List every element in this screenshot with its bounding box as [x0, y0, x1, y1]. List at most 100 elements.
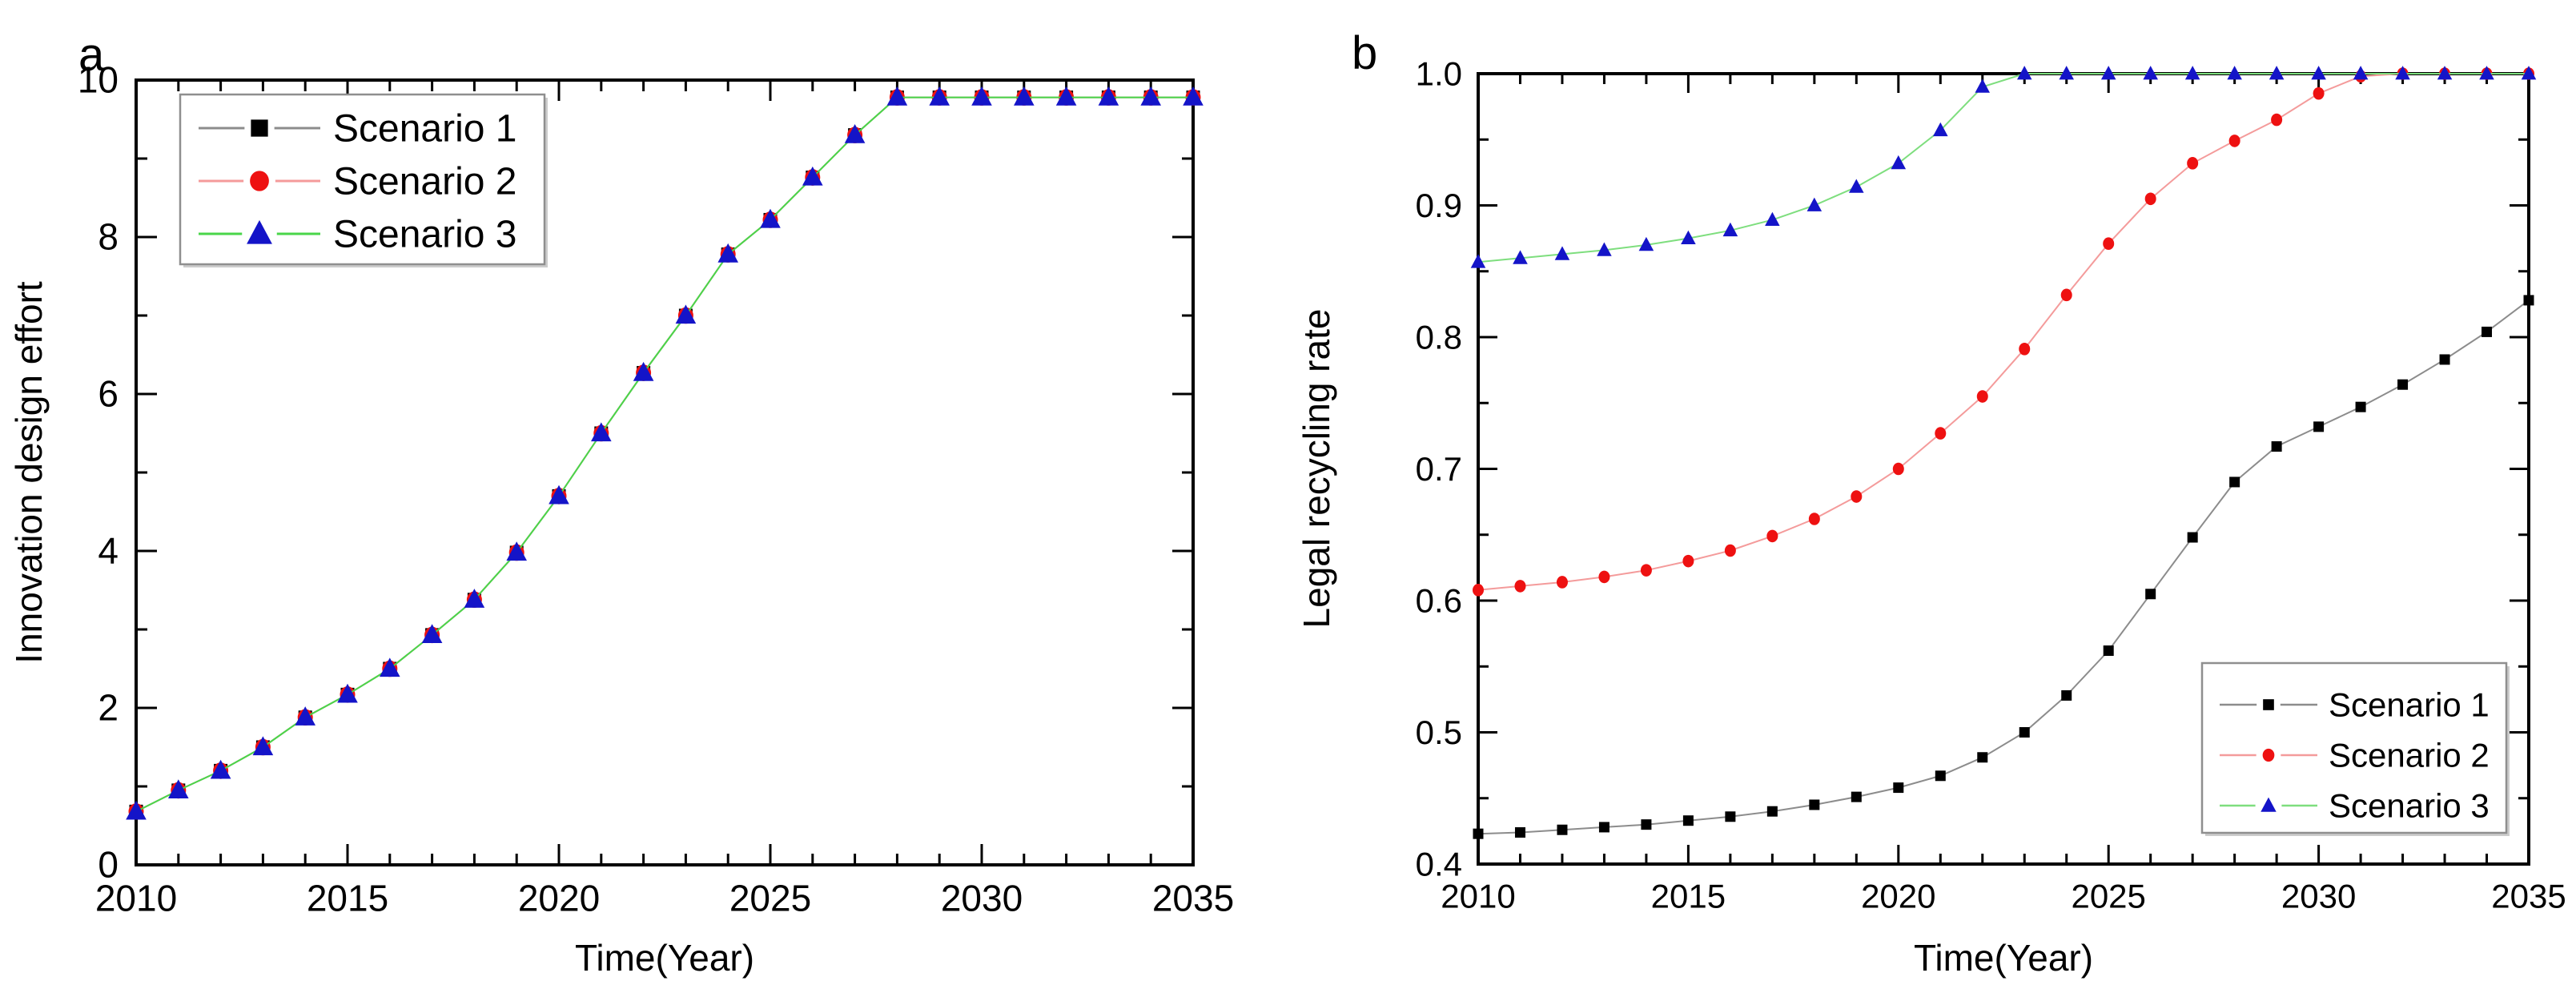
data-point-marker	[802, 166, 823, 186]
data-point-marker	[1681, 230, 1696, 244]
y-tick-label: 8	[98, 216, 119, 258]
data-point-marker	[1638, 236, 1654, 251]
data-point-marker	[675, 304, 697, 324]
data-point-marker	[1514, 580, 1526, 593]
series-scenario-2	[1473, 67, 2534, 597]
data-point-marker	[1183, 86, 1204, 106]
data-point-marker	[971, 86, 992, 106]
data-point-marker	[2269, 66, 2285, 80]
data-point-marker	[168, 779, 189, 798]
data-point-marker	[2479, 66, 2494, 80]
data-point-marker	[1851, 791, 1862, 802]
legend-label: Scenario 1	[333, 107, 516, 150]
data-point-marker	[2145, 589, 2156, 600]
data-point-marker	[1935, 427, 1947, 440]
panel-label: b	[1352, 27, 1377, 79]
x-tick-label: 2025	[2071, 877, 2145, 915]
series-line	[1477, 73, 2529, 591]
data-point-marker	[2019, 727, 2030, 738]
y-tick-label: 2	[98, 687, 119, 729]
data-point-marker	[380, 657, 400, 677]
legend-marker	[250, 171, 269, 191]
legend: Scenario 1 Scenario 2 Scenario 3	[179, 93, 548, 267]
data-point-marker	[2144, 192, 2156, 206]
chart-b-legal-recycling-rate: b 2010 2015 2020 2025 2030 2035 0.4 0.5 0.6 0.7 0.8…	[1296, 27, 2566, 979]
x-tick-label: 2015	[1651, 877, 1726, 915]
legend: Scenario 1 Scenario 2 Scenario 3	[2200, 661, 2510, 836]
legend-label: Scenario 2	[2329, 736, 2490, 774]
data-point-marker	[2059, 66, 2074, 80]
data-point-marker	[2100, 66, 2116, 80]
data-point-marker	[337, 683, 358, 703]
x-axis-title: Time(Year)	[575, 937, 754, 979]
data-point-marker	[2311, 66, 2326, 80]
data-point-marker	[1473, 584, 1484, 597]
data-point-marker	[1849, 179, 1864, 193]
x-axis-title: Time(Year)	[1914, 937, 2093, 979]
y-axis-title: Innovation design effort	[8, 281, 50, 664]
x-tick-label: 2025	[729, 878, 811, 919]
data-point-marker	[464, 589, 485, 608]
data-point-marker	[760, 208, 781, 228]
data-point-marker	[1597, 242, 1612, 256]
data-point-marker	[1893, 782, 1904, 794]
data-point-marker	[1098, 86, 1119, 106]
legend-marker	[251, 119, 268, 137]
x-tick-label: 2010	[95, 878, 177, 919]
data-point-marker	[1851, 490, 1863, 503]
x-tick-label: 2035	[2491, 877, 2566, 915]
legend-marker	[2261, 797, 2277, 812]
legend-marker	[2263, 699, 2274, 710]
data-point-marker	[2353, 66, 2369, 80]
data-point-marker	[2228, 135, 2240, 147]
series-scenario-1	[1473, 295, 2534, 839]
panel-label: a	[78, 29, 105, 81]
data-point-marker	[1891, 155, 1907, 170]
data-point-marker	[929, 86, 950, 106]
series-scenario-3	[1470, 66, 2537, 268]
data-point-marker	[1722, 222, 1738, 237]
y-tick-label: 10	[78, 59, 119, 101]
data-point-marker	[2017, 66, 2032, 80]
legend-box	[2200, 661, 2508, 834]
data-point-marker	[2313, 86, 2325, 100]
data-point-marker	[886, 86, 908, 106]
data-point-marker	[717, 243, 738, 263]
legend-label: Scenario 3	[333, 213, 516, 255]
data-point-marker	[2184, 66, 2200, 80]
y-tick-label: 0.9	[1416, 187, 1462, 224]
data-point-marker	[1014, 86, 1035, 106]
data-point-marker	[2103, 645, 2114, 657]
axis-ticks	[1477, 72, 2530, 866]
data-point-marker	[2187, 157, 2199, 170]
legend-label: Scenario 3	[2329, 786, 2490, 824]
series-line	[135, 96, 1193, 813]
legend-marker	[247, 219, 272, 244]
y-tick-label: 0.8	[1416, 318, 1462, 356]
data-point-marker	[2227, 66, 2242, 80]
data-point-marker	[1554, 246, 1570, 260]
y-axis-title: Legal recycling rate	[1296, 309, 1337, 629]
legend-box	[179, 93, 546, 266]
data-point-marker	[1682, 554, 1694, 568]
data-point-marker	[2143, 66, 2158, 80]
x-tick-label: 2030	[941, 878, 1023, 919]
data-point-marker	[2439, 354, 2450, 365]
series-line	[1477, 300, 2530, 835]
data-point-marker	[2521, 66, 2537, 80]
data-point-marker	[506, 541, 527, 561]
data-point-marker	[2395, 66, 2410, 80]
x-tick-label: 2035	[1152, 878, 1234, 919]
data-point-marker	[1140, 86, 1161, 106]
data-point-marker	[1473, 828, 1484, 839]
data-point-marker	[2187, 532, 2198, 543]
data-point-marker	[1975, 78, 1990, 93]
y-tick-label: 0	[98, 844, 119, 886]
y-tick-label: 1.0	[1416, 54, 1462, 92]
data-point-marker	[1766, 806, 1778, 817]
data-point-marker	[2482, 326, 2493, 337]
data-point-marker	[1935, 770, 1946, 782]
data-point-marker	[1976, 390, 1988, 403]
legend-label: Scenario 1	[2329, 685, 2490, 723]
x-tick-label: 2015	[307, 878, 388, 919]
